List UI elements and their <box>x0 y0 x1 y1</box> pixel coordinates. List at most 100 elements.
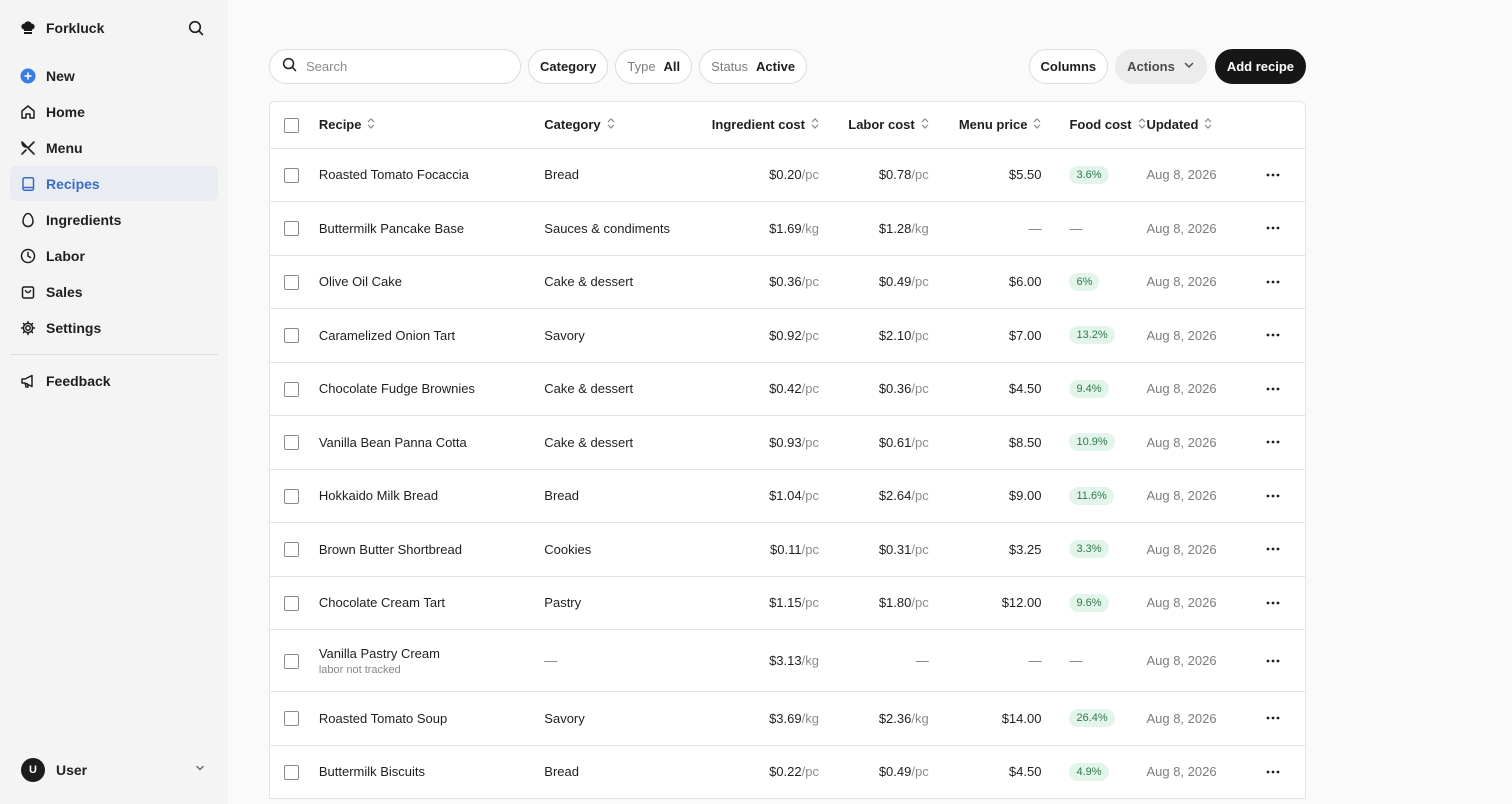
recipe-name[interactable]: Buttermilk Pancake Base <box>318 220 465 236</box>
table-row[interactable]: Roasted Tomato Soup Savory $3.69/kg $2.3… <box>270 691 1305 746</box>
row-checkbox[interactable] <box>284 381 299 397</box>
ingredient-cost-value: $0.20 <box>769 167 802 183</box>
add-recipe-button[interactable]: Add recipe <box>1214 49 1306 84</box>
search-icon[interactable] <box>184 16 208 40</box>
nav-sales[interactable]: Sales <box>10 274 218 309</box>
recipe-name[interactable]: Chocolate Cream Tart <box>318 595 446 611</box>
header-food-cost[interactable]: Food cost <box>1069 117 1146 132</box>
more-options-icon[interactable] <box>1261 537 1285 561</box>
row-checkbox[interactable] <box>284 488 299 504</box>
nav-ingredients[interactable]: Ingredients <box>10 202 218 237</box>
more-options-icon[interactable] <box>1261 270 1285 294</box>
header-labor-cost[interactable]: Labor cost <box>848 117 929 132</box>
updated-date: Aug 8, 2026 <box>1146 488 1217 504</box>
user-menu[interactable]: U User <box>10 746 218 794</box>
recipe-category: Pastry <box>544 595 582 611</box>
more-options-icon[interactable] <box>1261 484 1285 508</box>
status-filter-value: Active <box>756 59 796 74</box>
nav-label: New <box>46 67 75 84</box>
recipe-name[interactable]: Roasted Tomato Soup <box>318 710 448 726</box>
sort-icon <box>1204 117 1212 132</box>
recipe-category: Cake & dessert <box>544 434 634 450</box>
table-row[interactable]: Vanilla Bean Panna Cotta Cake & dessert … <box>270 415 1305 470</box>
table-row[interactable]: Brown Butter Shortbread Cookies $0.11/pc… <box>270 522 1305 577</box>
chevron-down-icon <box>1183 59 1195 74</box>
row-checkbox[interactable] <box>284 711 299 727</box>
header-category[interactable]: Category <box>544 117 615 132</box>
table-row[interactable]: Olive Oil Cake Cake & dessert $0.36/pc $… <box>270 255 1305 309</box>
nav-label: Sales <box>46 283 83 300</box>
recipe-name[interactable]: Brown Butter Shortbread <box>318 541 462 557</box>
more-options-icon[interactable] <box>1261 649 1285 673</box>
search-box[interactable] <box>269 49 521 84</box>
more-options-icon[interactable] <box>1261 760 1285 784</box>
header-menu-price[interactable]: Menu price <box>959 117 1042 132</box>
row-checkbox[interactable] <box>284 328 299 344</box>
type-filter[interactable]: Type All <box>615 49 693 84</box>
recipe-name[interactable]: Vanilla Bean Panna Cotta <box>318 434 467 450</box>
header-updated[interactable]: Updated <box>1146 117 1212 132</box>
recipe-name[interactable]: Vanilla Pastry Cream <box>318 645 440 661</box>
recipe-name[interactable]: Hokkaido Milk Bread <box>318 488 439 504</box>
nav-home[interactable]: Home <box>10 94 218 129</box>
row-checkbox[interactable] <box>284 764 299 780</box>
brand[interactable]: Forkluck <box>20 20 104 36</box>
row-checkbox[interactable] <box>284 435 299 451</box>
labor-cost-unit: /pc <box>911 434 929 450</box>
sort-icon <box>1033 117 1041 132</box>
header-ingredient-cost[interactable]: Ingredient cost <box>712 117 819 132</box>
table-row[interactable]: Caramelized Onion Tart Savory $0.92/pc $… <box>270 308 1305 363</box>
nav-label: Ingredients <box>46 211 122 228</box>
recipe-name[interactable]: Buttermilk Biscuits <box>318 764 426 780</box>
table-row[interactable]: Chocolate Cream Tart Pastry $1.15/pc $1.… <box>270 576 1305 630</box>
type-filter-value: All <box>663 59 681 74</box>
food-cost-badge: 10.9% <box>1069 433 1115 452</box>
nav-settings[interactable]: Settings <box>10 310 218 345</box>
menu-price-value: $3.25 <box>1008 541 1042 557</box>
ingredient-cost-unit: /kg <box>801 653 819 668</box>
table-row[interactable]: Buttermilk Pancake Base Sauces & condime… <box>270 201 1305 256</box>
more-options-icon[interactable] <box>1261 323 1285 347</box>
nav-feedback[interactable]: Feedback <box>10 363 218 398</box>
actions-button[interactable]: Actions <box>1115 49 1207 84</box>
recipe-name[interactable]: Roasted Tomato Focaccia <box>318 167 469 183</box>
nav-label: Home <box>46 103 85 120</box>
recipe-name[interactable]: Chocolate Fudge Brownies <box>318 381 475 397</box>
labor-cost-unit: /pc <box>911 381 929 397</box>
clock-icon <box>20 248 36 264</box>
more-options-icon[interactable] <box>1261 430 1285 454</box>
more-options-icon[interactable] <box>1261 216 1285 240</box>
table-row[interactable]: Chocolate Fudge Brownies Cake & dessert … <box>270 362 1305 416</box>
search-input[interactable] <box>306 59 496 74</box>
row-checkbox[interactable] <box>284 274 299 290</box>
header-recipe[interactable]: Recipe <box>319 117 376 132</box>
labor-cost-value: $0.49 <box>878 764 912 780</box>
updated-date: Aug 8, 2026 <box>1146 220 1217 236</box>
category-filter[interactable]: Category <box>528 49 609 84</box>
more-options-icon[interactable] <box>1261 377 1285 401</box>
row-checkbox[interactable] <box>284 595 299 611</box>
table-row[interactable]: Vanilla Pastry Cream labor not tracked —… <box>270 629 1305 692</box>
recipe-name[interactable]: Olive Oil Cake <box>318 274 402 290</box>
columns-button[interactable]: Columns <box>1028 49 1109 84</box>
row-checkbox[interactable] <box>284 167 299 183</box>
nav-menu[interactable]: Menu <box>10 130 218 165</box>
recipe-name[interactable]: Caramelized Onion Tart <box>318 327 456 343</box>
row-checkbox[interactable] <box>284 221 299 237</box>
sidebar-divider <box>10 354 218 355</box>
row-checkbox[interactable] <box>284 542 299 558</box>
table-row[interactable]: Roasted Tomato Focaccia Bread $0.20/pc $… <box>270 148 1305 202</box>
table-row[interactable]: Hokkaido Milk Bread Bread $1.04/pc $2.64… <box>270 469 1305 523</box>
updated-date: Aug 8, 2026 <box>1146 327 1217 343</box>
nav-new[interactable]: New <box>10 58 218 93</box>
status-filter[interactable]: Status Active <box>699 49 808 84</box>
nav-recipes[interactable]: Recipes <box>10 166 218 201</box>
select-all-checkbox[interactable] <box>284 117 299 133</box>
more-options-icon[interactable] <box>1261 706 1285 730</box>
nav-labor[interactable]: Labor <box>10 238 218 273</box>
row-checkbox[interactable] <box>284 653 299 669</box>
category-filter-label: Category <box>540 59 597 74</box>
more-options-icon[interactable] <box>1261 163 1285 187</box>
table-row[interactable]: Buttermilk Biscuits Bread $0.22/pc $0.49… <box>270 745 1305 799</box>
more-options-icon[interactable] <box>1261 591 1285 615</box>
